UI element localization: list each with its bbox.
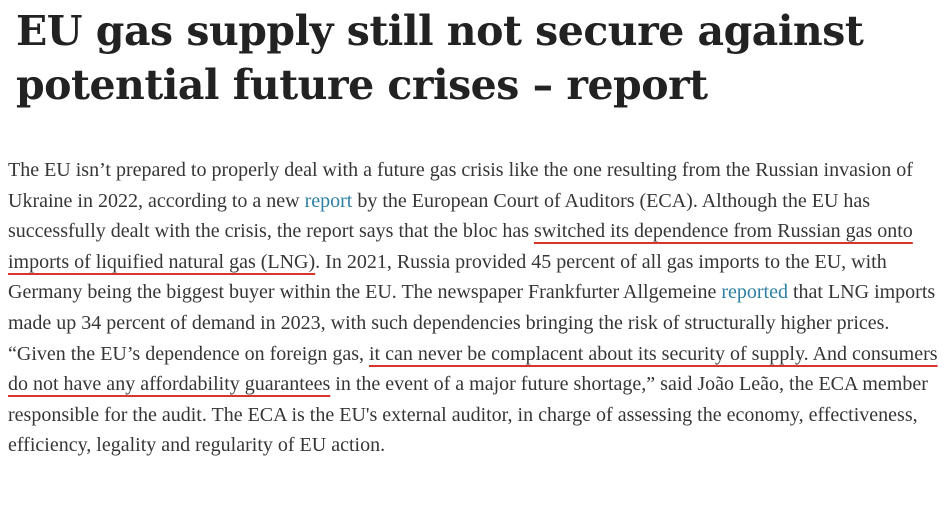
- article-text: . In 2021, Russia provided 45 percent of…: [8, 250, 887, 304]
- article-text: in the event of a major future shortage,…: [8, 373, 928, 457]
- report-link[interactable]: report: [304, 189, 353, 212]
- article-body: The EU isn’t prepared to properly deal w…: [8, 155, 946, 461]
- article-text: by the European Court of Auditors (ECA).…: [8, 189, 871, 243]
- highlighted-text: it can never be complacent about its sec…: [8, 342, 938, 396]
- article-text: The EU isn’t prepared to properly deal w…: [8, 159, 913, 212]
- highlighted-text: switched its dependence from Russian gas…: [8, 220, 913, 273]
- article-text: that LNG imports made up 34 percent of d…: [8, 281, 936, 365]
- headline: EU gas supply still not secure against p…: [16, 7, 864, 109]
- reported-link[interactable]: reported: [721, 281, 788, 304]
